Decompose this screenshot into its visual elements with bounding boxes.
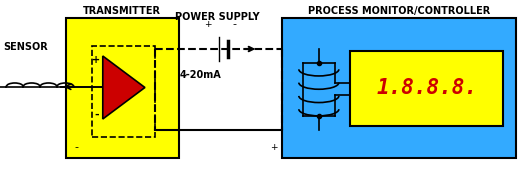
Text: 4-20mA: 4-20mA	[179, 70, 221, 80]
Text: -: -	[232, 19, 237, 30]
Bar	[282, 18, 516, 158]
Text: SENSOR: SENSOR	[3, 42, 47, 52]
Text: PROCESS MONITOR/CONTROLLER: PROCESS MONITOR/CONTROLLER	[308, 6, 490, 16]
Text: POWER SUPPLY: POWER SUPPLY	[175, 12, 259, 23]
Bar	[66, 18, 179, 158]
Bar	[92, 46, 155, 136]
Bar	[350, 51, 503, 126]
Text: -: -	[74, 142, 79, 152]
Text: +: +	[204, 20, 212, 29]
Text: +: +	[92, 55, 101, 65]
Polygon shape	[103, 56, 145, 119]
Text: -: -	[94, 110, 99, 120]
Text: TRANSMITTER: TRANSMITTER	[83, 6, 161, 16]
Text: 1.8.8.8.: 1.8.8.8.	[376, 78, 477, 98]
Text: +: +	[270, 142, 278, 152]
